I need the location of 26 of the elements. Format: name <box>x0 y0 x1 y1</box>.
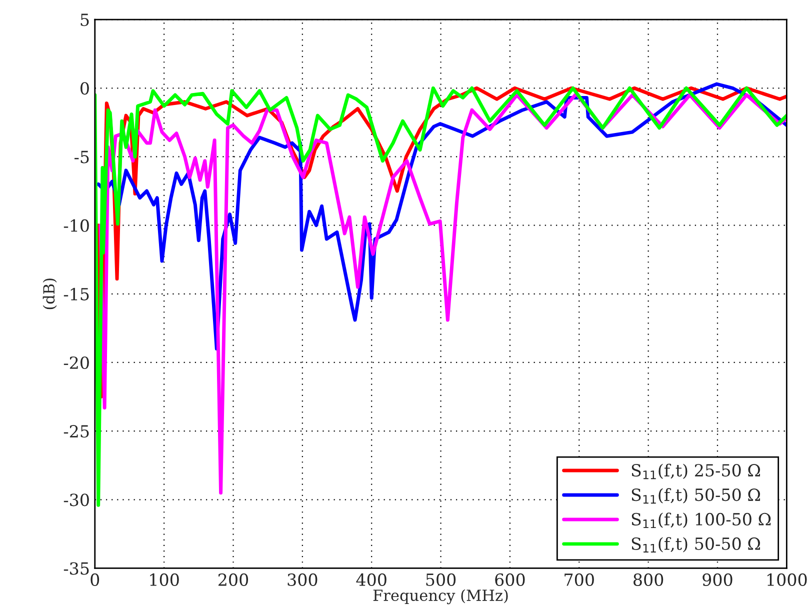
x-axis-title: Frequency (MHz) <box>373 589 508 604</box>
legend-label: S$_{11}$(f,t) 50-50 Ω <box>632 537 760 552</box>
x-tick-label: 200 <box>218 573 248 586</box>
y-tick-label: -5 <box>74 150 89 164</box>
x-tick-label: 100 <box>150 573 179 586</box>
x-tick-label: 600 <box>495 573 525 586</box>
y-tick-label: -35 <box>64 562 89 575</box>
legend-label: S$_{11}$(f,t) 100-50 Ω <box>632 512 771 528</box>
legend-label: S$_{11}$(f,t) 50-50 Ω <box>632 488 760 504</box>
y-tick-label: -30 <box>64 494 89 506</box>
x-tick-label: 900 <box>702 573 732 586</box>
y-tick-label: -25 <box>64 425 89 438</box>
y-axis-title: (dB) <box>42 278 57 310</box>
x-tick-label: 700 <box>564 573 594 586</box>
x-tick-label: 400 <box>356 573 386 586</box>
y-tick-label: 5 <box>80 14 89 26</box>
y-tick-label: -20 <box>64 356 89 370</box>
x-tick-label: 1000 <box>767 573 807 586</box>
legend-label: S$_{11}$(f,t) 25-50 Ω <box>632 464 760 480</box>
y-tick-label: 0 <box>80 82 89 95</box>
y-tick-label: -10 <box>64 219 89 232</box>
x-tick-label: 500 <box>426 573 456 586</box>
y-tick-label: -15 <box>64 288 89 300</box>
x-tick-label: 300 <box>288 573 318 586</box>
x-tick-label: 800 <box>634 573 664 586</box>
x-tick-label: 0 <box>90 573 100 586</box>
